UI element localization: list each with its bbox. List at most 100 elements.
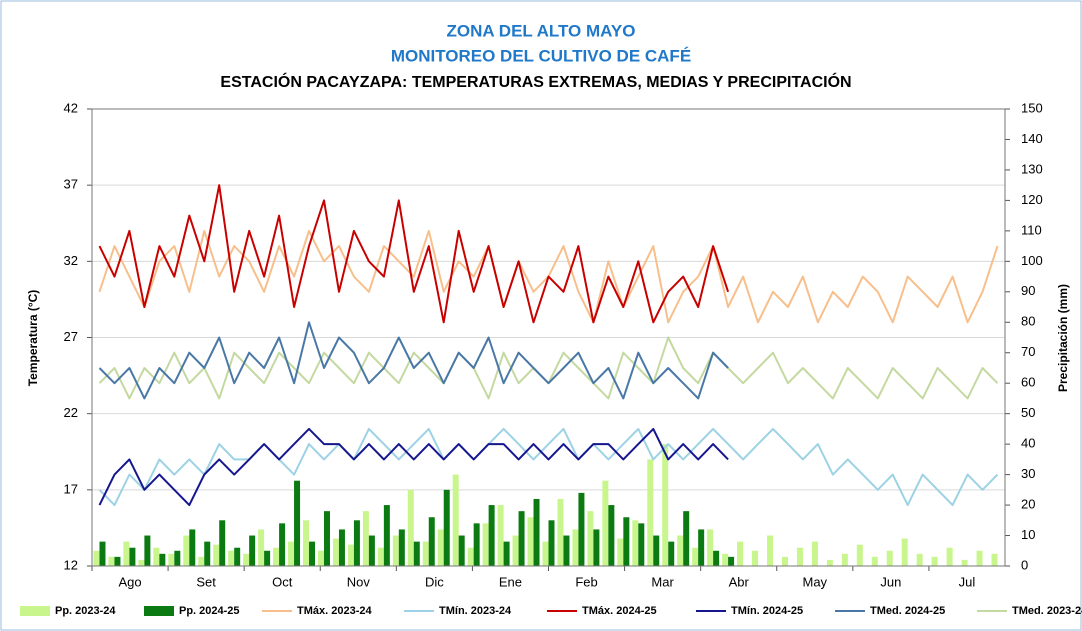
precip-bar <box>623 517 630 566</box>
precip-bar <box>309 541 316 566</box>
x-tick-label: Nov <box>347 574 371 589</box>
y2-axis-label: Precipitación (mm) <box>1056 284 1070 392</box>
precip-bar <box>527 517 534 566</box>
precip-bar <box>347 544 354 566</box>
precip-bar <box>713 550 720 566</box>
chart-title: ZONA DEL ALTO MAYO <box>447 21 636 40</box>
precip-bar <box>698 529 705 566</box>
precip-bar <box>901 538 908 566</box>
x-tick-label: Dic <box>425 574 444 589</box>
precip-bar <box>737 541 744 566</box>
precip-bar <box>318 550 324 566</box>
precip-bar <box>108 556 115 566</box>
x-tick-label: Mar <box>651 574 674 589</box>
precip-bar <box>587 511 594 566</box>
precip-bar <box>542 541 549 566</box>
precip-bar <box>707 529 714 566</box>
x-tick-label: Oct <box>272 574 293 589</box>
precip-bar <box>258 529 265 566</box>
precip-bar <box>767 535 774 566</box>
precip-bar <box>273 547 280 566</box>
precip-bar <box>503 541 510 566</box>
precip-bar <box>548 520 555 566</box>
precip-bar <box>683 511 690 566</box>
y2-tick-label: 140 <box>1021 131 1043 146</box>
precip-bar <box>608 505 615 566</box>
legend-label: Pp. 2024-25 <box>179 605 240 617</box>
x-tick-label: Abr <box>729 574 750 589</box>
precip-bar <box>219 520 226 566</box>
legend-swatch <box>144 606 174 616</box>
precip-bar <box>578 492 585 566</box>
precip-bar <box>668 541 675 566</box>
precip-bar <box>437 529 444 566</box>
y2-tick-label: 70 <box>1021 344 1035 359</box>
precip-bar <box>228 550 235 566</box>
precip-bar <box>377 547 384 566</box>
precip-bar <box>563 535 570 566</box>
precip-bar <box>443 489 450 566</box>
y-tick-label: 42 <box>64 100 78 115</box>
x-tick-label: Ene <box>499 574 522 589</box>
x-tick-label: Jul <box>959 574 976 589</box>
precip-bar <box>407 489 414 566</box>
precip-bar <box>213 544 220 566</box>
precip-bar <box>602 480 609 566</box>
precip-bar <box>991 553 998 566</box>
precip-bar <box>638 523 645 566</box>
precip-bar <box>234 547 241 566</box>
chart-subtitle: ESTACIÓN PACAYZAPA: TEMPERATURAS EXTREMA… <box>220 72 851 91</box>
precip-bar <box>467 547 474 566</box>
precip-bar <box>332 538 339 566</box>
precip-bar <box>383 505 390 566</box>
precip-bar <box>886 550 893 566</box>
precip-bar <box>422 541 429 566</box>
precip-bar <box>512 535 519 566</box>
precip-bar <box>841 553 848 566</box>
precip-bar <box>138 559 145 566</box>
precip-bar <box>632 520 639 566</box>
precip-bar <box>916 553 923 566</box>
precip-bar <box>189 529 196 566</box>
precip-bar <box>93 550 100 566</box>
precip-bar <box>99 541 106 566</box>
precip-bar <box>323 511 330 566</box>
precip-bar <box>129 547 136 566</box>
legend-label: TMín. 2023-24 <box>439 605 512 617</box>
chart-subtitle: MONITOREO DEL CULTIVO DE CAFÉ <box>391 46 691 65</box>
precip-bar <box>264 550 271 566</box>
precip-bar <box>204 541 211 566</box>
legend-swatch <box>20 606 50 616</box>
precip-bar <box>662 444 669 566</box>
precip-bar <box>752 550 759 566</box>
precip-bar <box>871 556 878 566</box>
precip-bar <box>677 535 684 566</box>
y2-tick-label: 30 <box>1021 466 1035 481</box>
legend-label: TMáx. 2024-25 <box>582 605 657 617</box>
precip-bar <box>458 535 465 566</box>
precip-bar <box>249 535 256 566</box>
precip-bar <box>856 544 863 566</box>
precip-bar <box>198 556 205 566</box>
precip-bar <box>497 505 504 566</box>
precip-bar <box>279 523 286 566</box>
precip-bar <box>692 547 699 566</box>
precip-bar <box>428 517 435 566</box>
precip-bar <box>123 541 130 566</box>
precip-bar <box>976 550 983 566</box>
precip-bar <box>781 556 788 566</box>
x-tick-label: Jun <box>880 574 901 589</box>
precip-bar <box>413 541 420 566</box>
y2-tick-label: 10 <box>1021 527 1035 542</box>
series-line <box>98 184 730 324</box>
precip-bar <box>368 535 375 566</box>
x-tick-label: Set <box>196 574 216 589</box>
precip-bar <box>722 553 729 566</box>
precip-bar <box>946 547 953 566</box>
precip-bar <box>183 535 190 566</box>
precip-bar <box>114 556 121 566</box>
precip-bar <box>796 547 803 566</box>
precip-bar <box>482 523 489 566</box>
